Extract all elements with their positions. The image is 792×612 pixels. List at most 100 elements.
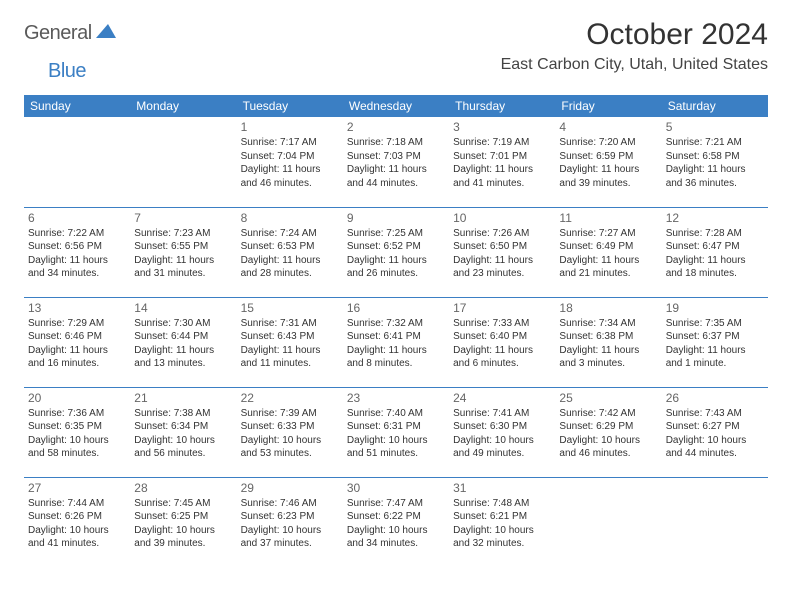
sunrise-text: Sunrise: 7:28 AM	[666, 227, 764, 241]
daylight-text: Daylight: 10 hours and 58 minutes.	[28, 434, 126, 461]
calendar-cell: 29Sunrise: 7:46 AMSunset: 6:23 PMDayligh…	[237, 477, 343, 567]
daylight-text: Daylight: 11 hours and 8 minutes.	[347, 344, 445, 371]
location: East Carbon City, Utah, United States	[501, 56, 768, 74]
calendar-cell: 5Sunrise: 7:21 AMSunset: 6:58 PMDaylight…	[662, 117, 768, 207]
calendar-cell: 13 Sunrise: 7:29 AMSunset: 6:46 PMDayligh…	[24, 297, 130, 387]
calendar-cell: 27Sunrise: 7:44 AMSunset: 6:26 PMDayligh…	[24, 477, 130, 567]
sunrise-text: Sunrise: 7:17 AM	[241, 136, 339, 150]
daylight-text: Daylight: 11 hours and 39 minutes.	[559, 163, 657, 190]
day-number: 23	[347, 391, 445, 405]
calendar-cell	[24, 117, 130, 207]
day-number: 4	[559, 120, 657, 134]
daylight-text: Daylight: 11 hours and 44 minutes.	[347, 163, 445, 190]
sunrise-text: Sunrise: 7:25 AM	[347, 227, 445, 241]
calendar-cell: 30Sunrise: 7:47 AMSunset: 6:22 PMDayligh…	[343, 477, 449, 567]
day-header: Thursday	[449, 95, 555, 117]
sunset-text: Sunset: 6:44 PM	[134, 330, 232, 344]
sunrise-text: Sunrise: 7:23 AM	[134, 227, 232, 241]
daylight-text: Daylight: 11 hours and 16 minutes.	[28, 344, 126, 371]
day-number: 29	[241, 481, 339, 495]
sunrise-text: Sunrise: 7:43 AM	[666, 407, 764, 421]
daylight-text: Daylight: 10 hours and 46 minutes.	[559, 434, 657, 461]
daylight-text: Daylight: 10 hours and 44 minutes.	[666, 434, 764, 461]
calendar-cell: 18Sunrise: 7:34 AMSunset: 6:38 PMDayligh…	[555, 297, 661, 387]
sunset-text: Sunset: 6:34 PM	[134, 420, 232, 434]
brand-word2: Blue	[48, 60, 86, 82]
day-number: 27	[28, 481, 126, 495]
sunset-text: Sunset: 6:21 PM	[453, 510, 551, 524]
calendar-cell: 14Sunrise: 7:30 AMSunset: 6:44 PMDayligh…	[130, 297, 236, 387]
sunset-text: Sunset: 6:46 PM	[28, 330, 126, 344]
month-title: October 2024	[501, 18, 768, 52]
sunset-text: Sunset: 6:47 PM	[666, 240, 764, 254]
calendar-cell: 4Sunrise: 7:20 AMSunset: 6:59 PMDaylight…	[555, 117, 661, 207]
day-number: 5	[666, 120, 764, 134]
sunset-text: Sunset: 6:37 PM	[666, 330, 764, 344]
day-header: Friday	[555, 95, 661, 117]
calendar-cell: 3Sunrise: 7:19 AMSunset: 7:01 PMDaylight…	[449, 117, 555, 207]
sunrise-text: Sunrise: 7:21 AM	[666, 136, 764, 150]
daylight-text: Daylight: 11 hours and 11 minutes.	[241, 344, 339, 371]
sunset-text: Sunset: 7:04 PM	[241, 150, 339, 164]
calendar-cell: 10Sunrise: 7:26 AMSunset: 6:50 PMDayligh…	[449, 207, 555, 297]
sunrise-text: Sunrise: 7:38 AM	[134, 407, 232, 421]
day-number: 28	[134, 481, 232, 495]
sunrise-text: Sunrise: 7:48 AM	[453, 497, 551, 511]
day-number: 13	[28, 301, 126, 315]
day-number: 26	[666, 391, 764, 405]
day-number: 30	[347, 481, 445, 495]
sunrise-text: Sunrise: 7:34 AM	[559, 317, 657, 331]
calendar-cell: 6Sunrise: 7:22 AMSunset: 6:56 PMDaylight…	[24, 207, 130, 297]
day-number: 2	[347, 120, 445, 134]
sunrise-text: Sunrise: 7:31 AM	[241, 317, 339, 331]
day-number: 19	[666, 301, 764, 315]
daylight-text: Daylight: 10 hours and 49 minutes.	[453, 434, 551, 461]
sunrise-text: Sunrise: 7:33 AM	[453, 317, 551, 331]
calendar-cell: 16Sunrise: 7:32 AMSunset: 6:41 PMDayligh…	[343, 297, 449, 387]
day-number: 8	[241, 211, 339, 225]
day-number: 7	[134, 211, 232, 225]
sunset-text: Sunset: 6:35 PM	[28, 420, 126, 434]
brand-logo: General	[24, 18, 118, 45]
sunrise-text: Sunrise: 7:44 AM	[28, 497, 126, 511]
sunset-text: Sunset: 6:49 PM	[559, 240, 657, 254]
calendar-cell: 20Sunrise: 7:36 AMSunset: 6:35 PMDayligh…	[24, 387, 130, 477]
calendar-cell: 8Sunrise: 7:24 AMSunset: 6:53 PMDaylight…	[237, 207, 343, 297]
calendar-cell: 2Sunrise: 7:18 AMSunset: 7:03 PMDaylight…	[343, 117, 449, 207]
sunrise-text: Sunrise: 7:20 AM	[559, 136, 657, 150]
sunset-text: Sunset: 6:38 PM	[559, 330, 657, 344]
sunset-text: Sunset: 6:25 PM	[134, 510, 232, 524]
daylight-text: Daylight: 11 hours and 31 minutes.	[134, 254, 232, 281]
day-header: Tuesday	[237, 95, 343, 117]
triangle-icon	[96, 24, 116, 43]
day-number: 12	[666, 211, 764, 225]
sunrise-text: Sunrise: 7:19 AM	[453, 136, 551, 150]
daylight-text: Daylight: 11 hours and 6 minutes.	[453, 344, 551, 371]
daylight-text: Daylight: 10 hours and 39 minutes.	[134, 524, 232, 551]
sunset-text: Sunset: 6:53 PM	[241, 240, 339, 254]
day-number: 1	[241, 120, 339, 134]
calendar-cell: 12Sunrise: 7:28 AMSunset: 6:47 PMDayligh…	[662, 207, 768, 297]
calendar-cell: 1Sunrise: 7:17 AMSunset: 7:04 PMDaylight…	[237, 117, 343, 207]
sunset-text: Sunset: 6:52 PM	[347, 240, 445, 254]
day-number: 6	[28, 211, 126, 225]
sunset-text: Sunset: 6:22 PM	[347, 510, 445, 524]
sunset-text: Sunset: 6:58 PM	[666, 150, 764, 164]
sunrise-text: Sunrise: 7:46 AM	[241, 497, 339, 511]
day-number: 22	[241, 391, 339, 405]
sunset-text: Sunset: 7:03 PM	[347, 150, 445, 164]
calendar-cell: 21Sunrise: 7:38 AMSunset: 6:34 PMDayligh…	[130, 387, 236, 477]
calendar-cell: 15Sunrise: 7:31 AMSunset: 6:43 PMDayligh…	[237, 297, 343, 387]
sunset-text: Sunset: 6:29 PM	[559, 420, 657, 434]
calendar-cell: 23Sunrise: 7:40 AMSunset: 6:31 PMDayligh…	[343, 387, 449, 477]
sunset-text: Sunset: 6:27 PM	[666, 420, 764, 434]
calendar-cell: 26 Sunrise: 7:43 AMSunset: 6:27 PMDayligh…	[662, 387, 768, 477]
calendar-cell: 17Sunrise: 7:33 AMSunset: 6:40 PMDayligh…	[449, 297, 555, 387]
day-number: 18	[559, 301, 657, 315]
sunrise-text: Sunrise: 7:39 AM	[241, 407, 339, 421]
day-number: 17	[453, 301, 551, 315]
sunrise-text: Sunrise: 7:29 AM	[28, 317, 126, 331]
daylight-text: Daylight: 11 hours and 13 minutes.	[134, 344, 232, 371]
day-number: 11	[559, 211, 657, 225]
calendar-cell: 9Sunrise: 7:25 AMSunset: 6:52 PMDaylight…	[343, 207, 449, 297]
